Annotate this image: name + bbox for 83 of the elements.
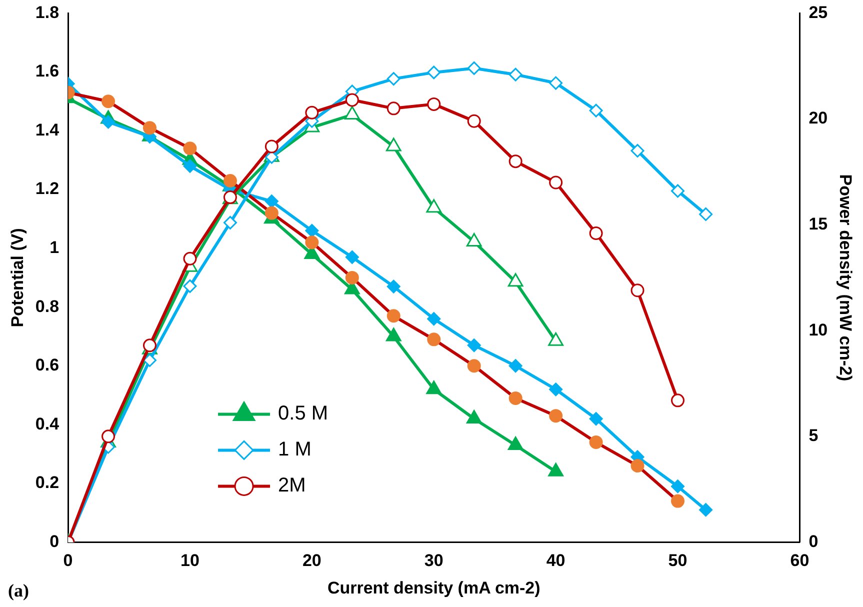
point [589, 412, 603, 426]
y-tick-label: 0.8 [35, 296, 60, 316]
y2-tick-label: 15 [808, 214, 828, 234]
point [345, 93, 359, 107]
legend-label: 1 M [278, 438, 312, 461]
y-tick-label: 0 [50, 532, 60, 551]
point [223, 174, 237, 188]
y-tick-label: 1.2 [35, 179, 60, 198]
y-tick-label: 1.8 [35, 2, 60, 22]
legend-label: 0.5 M [278, 402, 328, 425]
point [670, 494, 684, 508]
point [589, 436, 603, 450]
point [671, 184, 684, 198]
point [508, 68, 522, 82]
y-tick-label: 0.6 [35, 356, 60, 375]
y2-axis-title: Power density (mW cm-2) [836, 174, 856, 382]
point [264, 140, 278, 154]
x-tick-label: 20 [302, 551, 322, 570]
point [386, 102, 400, 116]
y2-tick-label: 0 [808, 532, 818, 551]
y2-tick-label: 10 [808, 320, 828, 340]
point [305, 224, 319, 238]
text: (a) [8, 580, 29, 601]
point [102, 94, 116, 108]
point [427, 97, 441, 111]
point [183, 159, 197, 173]
point [699, 207, 713, 221]
point [508, 154, 522, 168]
point [508, 391, 522, 405]
point [549, 409, 563, 423]
point [102, 115, 116, 129]
y2-tick-label: 25 [808, 2, 828, 22]
point [549, 382, 563, 396]
point [345, 250, 359, 264]
point [427, 66, 441, 80]
x-axis-title: Current density (mA cm-2) [327, 578, 540, 598]
point [142, 353, 156, 367]
point [183, 279, 197, 293]
point [183, 142, 197, 156]
point [183, 252, 197, 266]
y-tick-label: 0.4 [35, 414, 60, 434]
y-tick-label: 0.2 [35, 473, 60, 492]
x-tick-label: 10 [180, 551, 200, 570]
point [699, 503, 713, 517]
point [508, 359, 522, 373]
x-tick-label: 30 [424, 551, 444, 570]
y-tick-label: 1.4 [35, 120, 60, 140]
point [142, 121, 156, 135]
point [427, 332, 441, 346]
point [467, 359, 481, 373]
x-tick-label: 0 [63, 551, 73, 570]
point [467, 338, 481, 352]
x-tick-label: 60 [790, 551, 810, 570]
point [467, 114, 481, 128]
point [102, 430, 116, 444]
point [630, 144, 644, 158]
point [386, 309, 400, 323]
point [305, 106, 319, 120]
point [671, 480, 684, 494]
y-tick-label: 1.6 [35, 62, 60, 81]
point [386, 280, 400, 294]
x-tick-label: 50 [668, 551, 688, 570]
point [386, 72, 400, 86]
y-tick-label: 1 [50, 238, 60, 257]
point [630, 459, 644, 473]
point [549, 176, 563, 190]
y-axis-title: Potential (V) [8, 228, 27, 328]
point [467, 61, 481, 75]
point [589, 226, 603, 240]
point [427, 312, 441, 326]
point [630, 284, 644, 298]
point [264, 194, 278, 208]
point [305, 236, 319, 250]
point [589, 104, 603, 118]
point [670, 394, 684, 408]
y2-tick-label: 20 [808, 108, 828, 128]
x-tick-label: 40 [546, 551, 566, 570]
point [549, 76, 563, 90]
y2-tick-label: 5 [808, 426, 818, 446]
point [264, 206, 278, 220]
legend-label: 2M [278, 474, 306, 497]
point [345, 270, 359, 284]
point [223, 216, 237, 230]
